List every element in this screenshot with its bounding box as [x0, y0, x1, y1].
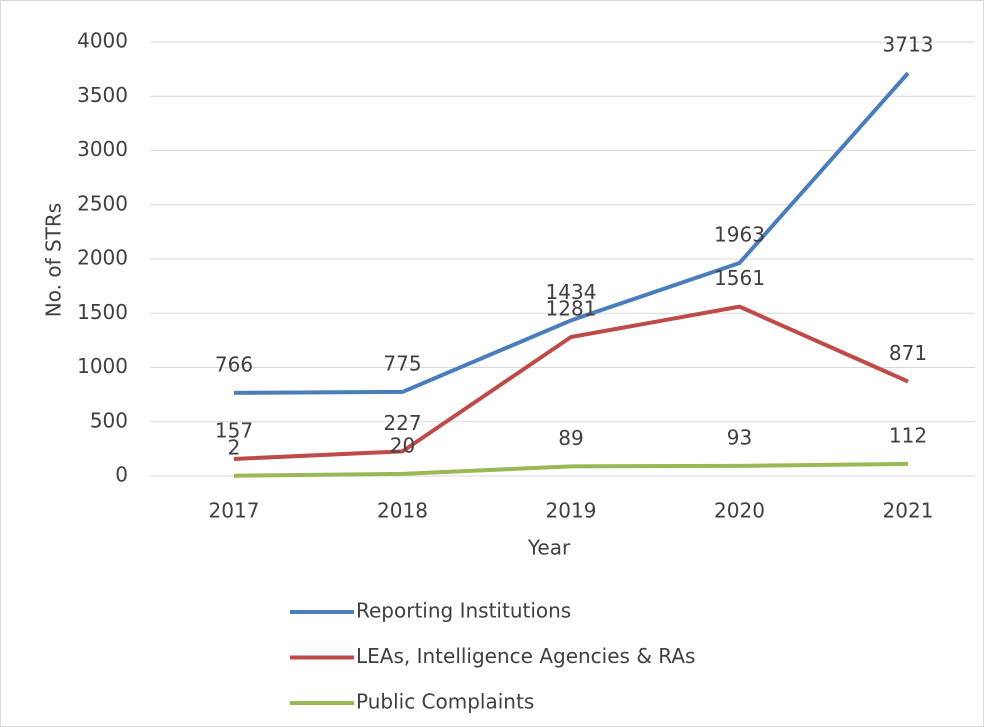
y-tick-label: 500 — [90, 408, 128, 432]
x-tick-label: 2018 — [377, 499, 428, 523]
x-tick-label: 2020 — [714, 499, 765, 523]
legend-label: Reporting Institutions — [356, 599, 571, 623]
data-label: 1561 — [714, 266, 765, 290]
y-tick-label: 1000 — [77, 354, 128, 378]
series-line — [233, 461, 909, 478]
series-line — [233, 304, 909, 461]
data-label: 871 — [889, 341, 927, 365]
y-tick-label: 3000 — [77, 137, 128, 161]
x-tick-label: 2019 — [546, 499, 597, 523]
x-tick-label: 2021 — [883, 499, 934, 523]
data-label: 1963 — [714, 223, 765, 247]
data-label: 1281 — [546, 297, 597, 321]
data-label: 3713 — [883, 33, 934, 57]
series-line — [233, 71, 910, 395]
data-label: 227 — [383, 411, 421, 435]
data-label: 2 — [228, 435, 241, 459]
y-tick-label: 1500 — [77, 300, 128, 324]
x-tick-label: 2017 — [209, 499, 260, 523]
data-label: 766 — [215, 352, 253, 376]
data-label: 112 — [889, 423, 927, 447]
y-axis-title: No. of STRs — [42, 203, 66, 317]
data-label: 775 — [383, 351, 421, 375]
y-tick-label: 4000 — [77, 29, 128, 53]
x-axis-title: Year — [527, 536, 571, 560]
data-label: 1434 — [546, 280, 597, 304]
y-tick-label: 3500 — [77, 83, 128, 107]
y-tick-label: 2000 — [77, 246, 128, 270]
data-label: 157 — [215, 418, 253, 442]
data-label: 20 — [390, 433, 415, 457]
y-tick-label: 2500 — [77, 191, 128, 215]
y-tick-label: 0 — [115, 463, 128, 487]
legend-label: LEAs, Intelligence Agencies & RAs — [356, 644, 695, 668]
data-label: 93 — [727, 425, 752, 449]
legend-label: Public Complaints — [356, 690, 534, 714]
data-label: 89 — [558, 426, 583, 450]
